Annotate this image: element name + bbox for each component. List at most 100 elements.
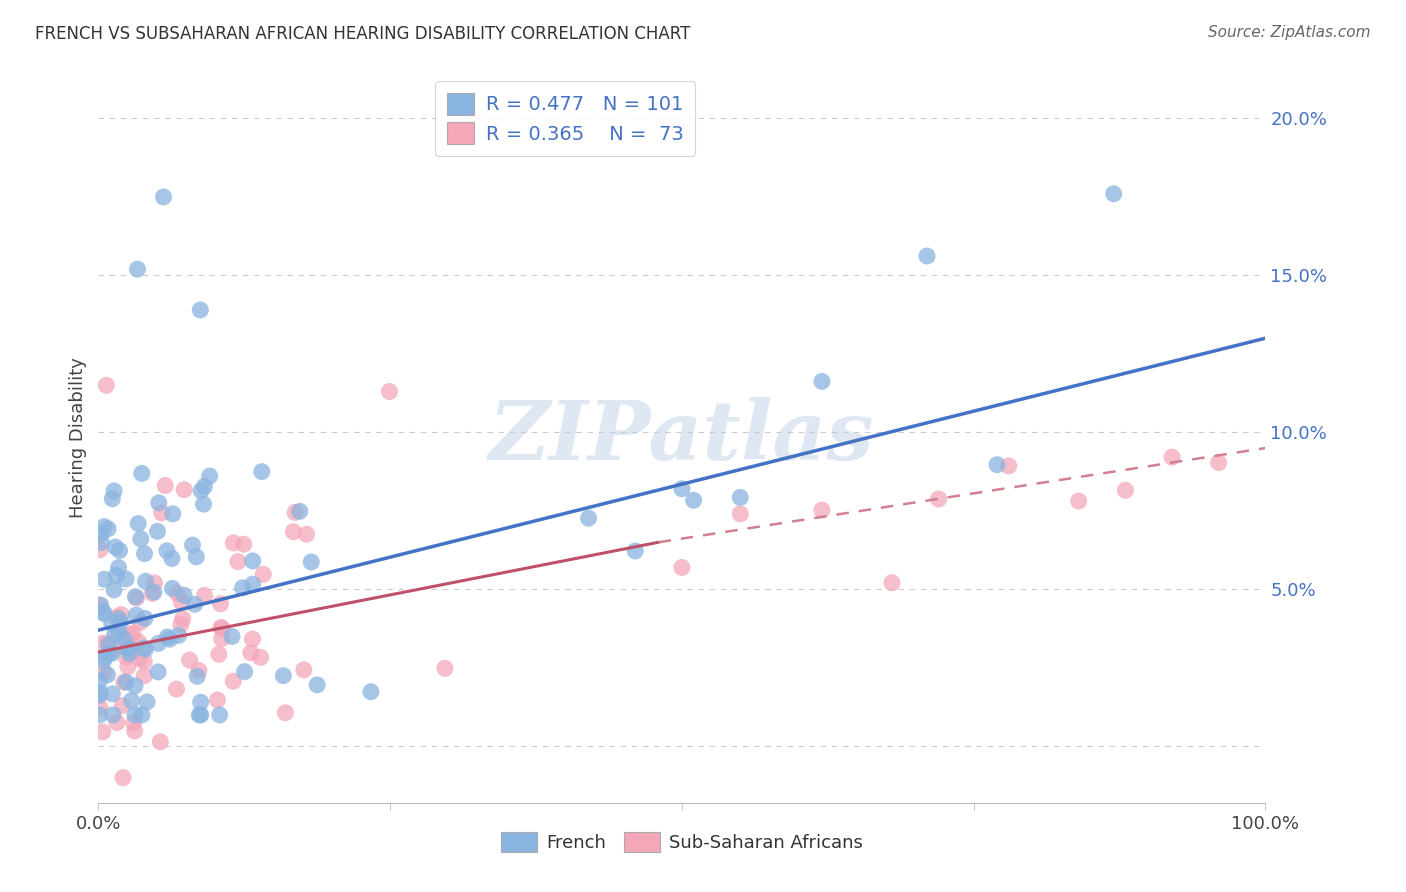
Point [811, 375, 834, 389]
Point [162, 507, 184, 521]
Point [129, 615, 152, 630]
Point [101, 687, 124, 701]
Point [101, 707, 124, 722]
Point [112, 675, 135, 690]
Point [142, 585, 165, 599]
Point [134, 611, 156, 625]
Point [915, 249, 938, 263]
Point [110, 615, 132, 630]
Point [181, 538, 204, 552]
Point [93, 572, 115, 586]
Point [93, 519, 115, 533]
Point [170, 594, 193, 608]
Point [135, 574, 157, 589]
Legend: French, Sub-Saharan Africans: French, Sub-Saharan Africans [494, 824, 870, 860]
Point [115, 572, 138, 586]
Point [146, 524, 169, 539]
Point [986, 458, 1008, 472]
Point [93, 607, 115, 621]
Point [134, 669, 156, 683]
Point [131, 707, 153, 722]
Point [127, 516, 149, 531]
Point [131, 467, 153, 481]
Point [208, 707, 231, 722]
Point [122, 641, 145, 656]
Point [128, 652, 150, 666]
Point [172, 612, 194, 626]
Point [288, 504, 311, 518]
Y-axis label: Hearing Disability: Hearing Disability [69, 357, 87, 517]
Point [186, 549, 208, 564]
Point [100, 616, 122, 631]
Point [143, 576, 166, 591]
Point [183, 597, 205, 611]
Point [112, 632, 135, 647]
Point [273, 668, 295, 682]
Point [880, 575, 903, 590]
Point [101, 491, 124, 506]
Point [134, 642, 156, 657]
Point [159, 632, 181, 647]
Point [578, 511, 600, 525]
Point [117, 659, 139, 673]
Point [250, 465, 273, 479]
Point [103, 582, 125, 597]
Point [125, 591, 148, 605]
Point [124, 590, 146, 604]
Point [152, 190, 174, 204]
Point [811, 503, 834, 517]
Point [211, 632, 233, 646]
Point [1161, 450, 1184, 465]
Point [107, 560, 129, 574]
Point [360, 684, 382, 698]
Point [239, 646, 262, 660]
Point [141, 586, 163, 600]
Point [378, 384, 401, 399]
Point [207, 693, 229, 707]
Point [624, 544, 647, 558]
Point [127, 634, 149, 648]
Point [193, 589, 215, 603]
Point [232, 581, 254, 595]
Point [117, 642, 139, 657]
Point [190, 695, 212, 709]
Point [295, 527, 318, 541]
Point [97, 636, 120, 650]
Point [179, 653, 201, 667]
Point [242, 577, 264, 591]
Point [121, 693, 143, 707]
Point [730, 491, 752, 505]
Text: FRENCH VS SUBSAHARAN AFRICAN HEARING DISABILITY CORRELATION CHART: FRENCH VS SUBSAHARAN AFRICAN HEARING DIS… [35, 25, 690, 43]
Point [170, 617, 193, 632]
Point [90, 599, 112, 613]
Point [198, 469, 221, 483]
Point [115, 675, 138, 690]
Point [249, 650, 271, 665]
Point [89, 542, 111, 557]
Point [190, 483, 212, 498]
Point [274, 706, 297, 720]
Point [111, 698, 134, 713]
Point [1067, 494, 1090, 508]
Point [90, 526, 112, 541]
Point [167, 628, 190, 642]
Point [997, 458, 1019, 473]
Point [108, 625, 131, 640]
Point [209, 597, 232, 611]
Point [134, 547, 156, 561]
Point [89, 598, 111, 612]
Point [132, 640, 155, 655]
Point [156, 630, 179, 644]
Point [148, 636, 170, 650]
Point [190, 707, 212, 722]
Point [122, 715, 145, 730]
Point [242, 632, 264, 646]
Point [211, 622, 233, 636]
Point [120, 628, 142, 642]
Point [173, 588, 195, 602]
Point [242, 554, 264, 568]
Point [118, 641, 141, 656]
Point [136, 695, 159, 709]
Point [682, 493, 704, 508]
Point [226, 555, 249, 569]
